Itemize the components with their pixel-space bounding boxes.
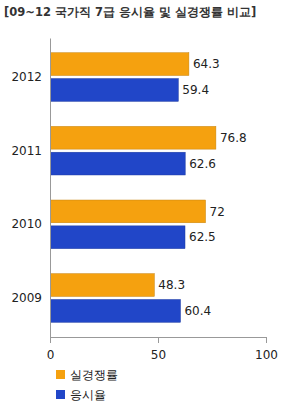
x-tick-mark bbox=[50, 337, 51, 343]
data-label: 64.3 bbox=[193, 57, 220, 71]
data-label: 62.5 bbox=[189, 230, 216, 244]
x-tick: 50 bbox=[151, 337, 166, 362]
y-tick-label: 2010 bbox=[11, 217, 42, 231]
bar bbox=[50, 152, 185, 175]
bars bbox=[50, 53, 216, 323]
x-tick: 100 bbox=[255, 337, 278, 362]
y-tick-label: 2011 bbox=[11, 144, 42, 158]
y-tick: 2010 bbox=[11, 217, 50, 231]
y-tick-label: 2009 bbox=[11, 291, 42, 305]
y-tick: 2009 bbox=[11, 291, 50, 305]
bar bbox=[50, 226, 185, 249]
chart-container: [09~12 국가직 7급 응시율 및 실경쟁률 비교] 64.3 76.8 72 48… bbox=[0, 0, 300, 419]
y-tick: 2012 bbox=[11, 70, 50, 84]
plot-area: 64.3 76.8 72 48.3 59.4 62.6 62.5 60.4 0 50 100 2012… bbox=[11, 39, 278, 363]
y-tick-label: 2012 bbox=[11, 70, 42, 84]
bar bbox=[50, 53, 189, 76]
x-tick-mark bbox=[158, 337, 159, 343]
chart-title: [09~12 국가직 7급 응시율 및 실경쟁률 비교] bbox=[4, 5, 256, 19]
legend-item: 응시율 bbox=[56, 388, 106, 402]
data-labels: 64.3 76.8 72 48.3 59.4 62.6 62.5 60.4 bbox=[158, 57, 246, 318]
x-tick-label: 100 bbox=[255, 348, 278, 362]
legend-label: 실경쟁률 bbox=[70, 368, 118, 382]
x-axis: 0 50 100 bbox=[47, 337, 278, 362]
bar bbox=[50, 79, 178, 102]
y-tick: 2011 bbox=[11, 144, 50, 158]
bar bbox=[50, 274, 154, 297]
x-tick-mark bbox=[266, 337, 267, 343]
x-tick-label: 0 bbox=[47, 348, 55, 362]
data-label: 76.8 bbox=[220, 131, 247, 145]
data-label: 60.4 bbox=[184, 304, 211, 318]
y-axis-line bbox=[50, 39, 51, 338]
data-label: 72 bbox=[210, 205, 225, 219]
legend: 실경쟁률응시율 bbox=[56, 368, 118, 402]
data-label: 48.3 bbox=[158, 278, 185, 292]
bar bbox=[50, 300, 180, 323]
legend-swatch bbox=[56, 370, 65, 379]
legend-label: 응시율 bbox=[70, 388, 106, 402]
x-tick-label: 50 bbox=[151, 348, 166, 362]
chart-svg: [09~12 국가직 7급 응시율 및 실경쟁률 비교] 64.3 76.8 72 48… bbox=[0, 0, 300, 419]
y-axis: 2012 2011 2010 2009 bbox=[11, 39, 50, 338]
legend-item: 실경쟁률 bbox=[56, 368, 118, 382]
data-label: 59.4 bbox=[182, 83, 209, 97]
x-tick: 0 bbox=[47, 337, 55, 362]
data-label: 62.6 bbox=[189, 157, 216, 171]
bar bbox=[50, 200, 206, 223]
bar bbox=[50, 126, 216, 149]
legend-swatch bbox=[56, 390, 65, 399]
